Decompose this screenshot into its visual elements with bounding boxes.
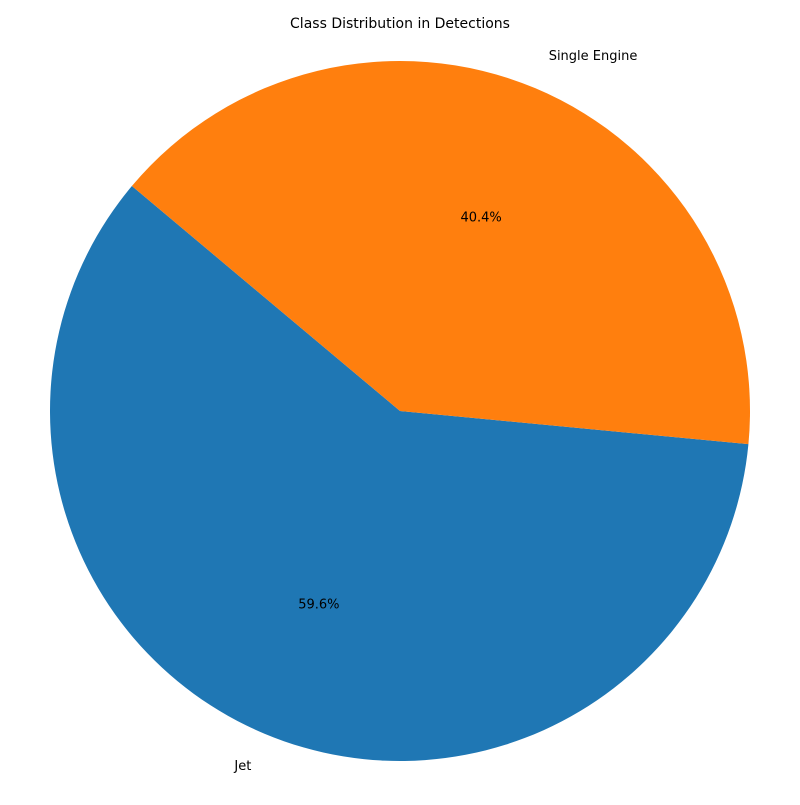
pie-slices [50,60,750,761]
pie-labels: Jet 59.6% Single Engine 40.4% [233,49,637,774]
pie-slice-jet [50,186,749,761]
slice-percent-single-engine: 40.4% [460,210,501,225]
slice-percent-jet: 59.6% [298,598,339,613]
chart-title: Class Distribution in Detections [290,16,510,32]
slice-label-single-engine: Single Engine [549,49,638,64]
pie-slice-single-engine [131,60,750,445]
slice-label-jet: Jet [233,759,251,774]
